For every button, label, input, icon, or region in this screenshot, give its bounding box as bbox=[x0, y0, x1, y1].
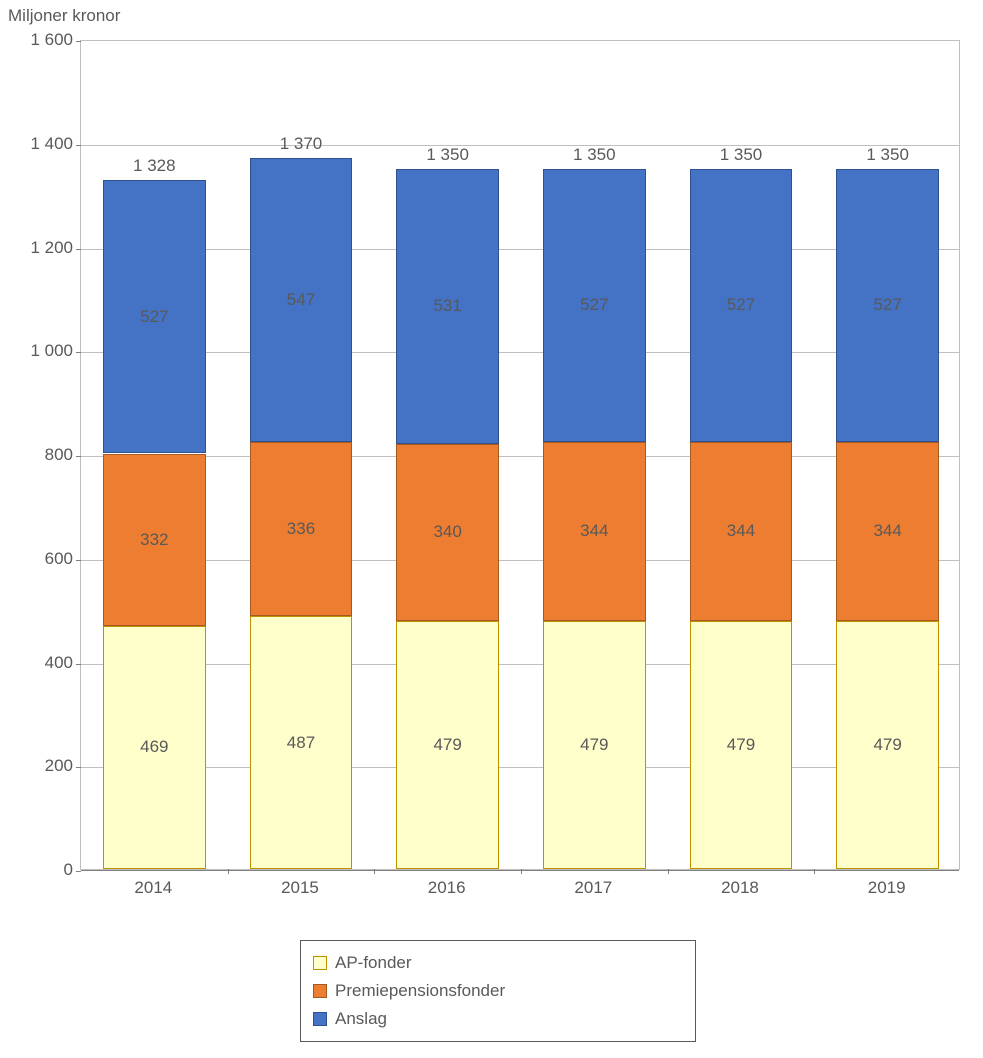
y-tick-label: 1 600 bbox=[13, 30, 73, 50]
y-tick-mark bbox=[76, 41, 81, 42]
bar-segment-value: 527 bbox=[580, 295, 608, 315]
x-tick-label: 2014 bbox=[80, 878, 227, 898]
bar-segment-value: 479 bbox=[580, 735, 608, 755]
x-tick-mark bbox=[374, 869, 375, 874]
gridline bbox=[81, 664, 959, 665]
x-tick-label: 2019 bbox=[813, 878, 960, 898]
y-tick-label: 400 bbox=[13, 653, 73, 673]
y-tick-label: 0 bbox=[13, 860, 73, 880]
gridline bbox=[81, 456, 959, 457]
bar-segment-anslag: 527 bbox=[690, 169, 793, 442]
bar-segment-premiepensionsfonder: 344 bbox=[836, 442, 939, 620]
y-tick-label: 1 000 bbox=[13, 341, 73, 361]
x-tick-label: 2018 bbox=[667, 878, 814, 898]
bar-segment-premiepensionsfonder: 332 bbox=[103, 454, 206, 626]
y-tick-mark bbox=[76, 352, 81, 353]
bar-segment-value: 479 bbox=[727, 735, 755, 755]
legend-swatch-icon bbox=[313, 984, 327, 998]
legend-label: Premiepensionsfonder bbox=[335, 981, 505, 1001]
bar-segment-premiepensionsfonder: 340 bbox=[396, 444, 499, 620]
bar-segment-value: 531 bbox=[433, 296, 461, 316]
bar-segment-value: 479 bbox=[433, 735, 461, 755]
bar-segment-value: 336 bbox=[287, 519, 315, 539]
x-tick-mark bbox=[521, 869, 522, 874]
bar-segment-value: 344 bbox=[727, 521, 755, 541]
bar-segment-anslag: 527 bbox=[836, 169, 939, 442]
gridline bbox=[81, 145, 959, 146]
gridline bbox=[81, 767, 959, 768]
bar-segment-value: 487 bbox=[287, 733, 315, 753]
y-tick-mark bbox=[76, 456, 81, 457]
bar-segment-value: 527 bbox=[727, 295, 755, 315]
bar-segment-anslag: 547 bbox=[250, 158, 353, 442]
y-tick-mark bbox=[76, 249, 81, 250]
bar-segment-value: 344 bbox=[580, 521, 608, 541]
y-tick-mark bbox=[76, 145, 81, 146]
bar-segment-ap_fonder: 479 bbox=[543, 621, 646, 869]
bar-segment-anslag: 531 bbox=[396, 169, 499, 444]
chart-container: Miljoner kronor 469 332 527 1 328 487 336 547 1… bbox=[0, 0, 983, 1058]
bar-segment-value: 332 bbox=[140, 530, 168, 550]
bar-segment-premiepensionsfonder: 344 bbox=[543, 442, 646, 620]
legend-swatch-icon bbox=[313, 956, 327, 970]
x-tick-mark bbox=[814, 869, 815, 874]
bar-segment-ap_fonder: 469 bbox=[103, 626, 206, 869]
bar-segment-ap_fonder: 479 bbox=[690, 621, 793, 869]
bar-segment-value: 340 bbox=[433, 522, 461, 542]
gridline bbox=[81, 560, 959, 561]
bar-segment-value: 344 bbox=[873, 521, 901, 541]
y-tick-label: 1 400 bbox=[13, 134, 73, 154]
bar-segment-value: 527 bbox=[140, 307, 168, 327]
x-tick-mark bbox=[228, 869, 229, 874]
bar-segment-ap_fonder: 479 bbox=[396, 621, 499, 869]
bar-total-label: 1 350 bbox=[543, 145, 646, 165]
bar-segment-value: 527 bbox=[873, 295, 901, 315]
legend: AP-fonder Premiepensionsfonder Anslag bbox=[300, 940, 696, 1042]
x-tick-label: 2017 bbox=[520, 878, 667, 898]
bar-segment-anslag: 527 bbox=[543, 169, 646, 442]
bar-segment-value: 469 bbox=[140, 737, 168, 757]
legend-label: AP-fonder bbox=[335, 953, 412, 973]
legend-swatch-icon bbox=[313, 1012, 327, 1026]
bar-segment-value: 479 bbox=[873, 735, 901, 755]
legend-item-premiepensionsfonder: Premiepensionsfonder bbox=[313, 977, 683, 1005]
bar-segment-ap_fonder: 487 bbox=[250, 616, 353, 869]
y-tick-label: 600 bbox=[13, 549, 73, 569]
y-tick-mark bbox=[76, 767, 81, 768]
y-axis-title: Miljoner kronor bbox=[8, 6, 120, 26]
gridline bbox=[81, 249, 959, 250]
legend-item-anslag: Anslag bbox=[313, 1005, 683, 1033]
y-tick-label: 200 bbox=[13, 756, 73, 776]
bar-segment-ap_fonder: 479 bbox=[836, 621, 939, 869]
x-tick-label: 2016 bbox=[373, 878, 520, 898]
x-tick-label: 2015 bbox=[227, 878, 374, 898]
bar-total-label: 1 370 bbox=[250, 134, 353, 154]
bar-total-label: 1 328 bbox=[103, 156, 206, 176]
y-tick-mark bbox=[76, 871, 81, 872]
gridline bbox=[81, 352, 959, 353]
x-tick-mark bbox=[668, 869, 669, 874]
bar-total-label: 1 350 bbox=[690, 145, 793, 165]
bar-total-label: 1 350 bbox=[396, 145, 499, 165]
y-tick-mark bbox=[76, 664, 81, 665]
legend-label: Anslag bbox=[335, 1009, 387, 1029]
y-tick-label: 1 200 bbox=[13, 238, 73, 258]
plot-area: 469 332 527 1 328 487 336 547 1 370 479 340 531 1 3… bbox=[80, 40, 960, 870]
bar-segment-anslag: 527 bbox=[103, 180, 206, 453]
y-tick-mark bbox=[76, 560, 81, 561]
x-axis-line bbox=[81, 870, 959, 871]
bar-total-label: 1 350 bbox=[836, 145, 939, 165]
bar-segment-premiepensionsfonder: 344 bbox=[690, 442, 793, 620]
y-tick-label: 800 bbox=[13, 445, 73, 465]
bar-segment-premiepensionsfonder: 336 bbox=[250, 442, 353, 616]
bar-segment-value: 547 bbox=[287, 290, 315, 310]
legend-item-ap_fonder: AP-fonder bbox=[313, 949, 683, 977]
